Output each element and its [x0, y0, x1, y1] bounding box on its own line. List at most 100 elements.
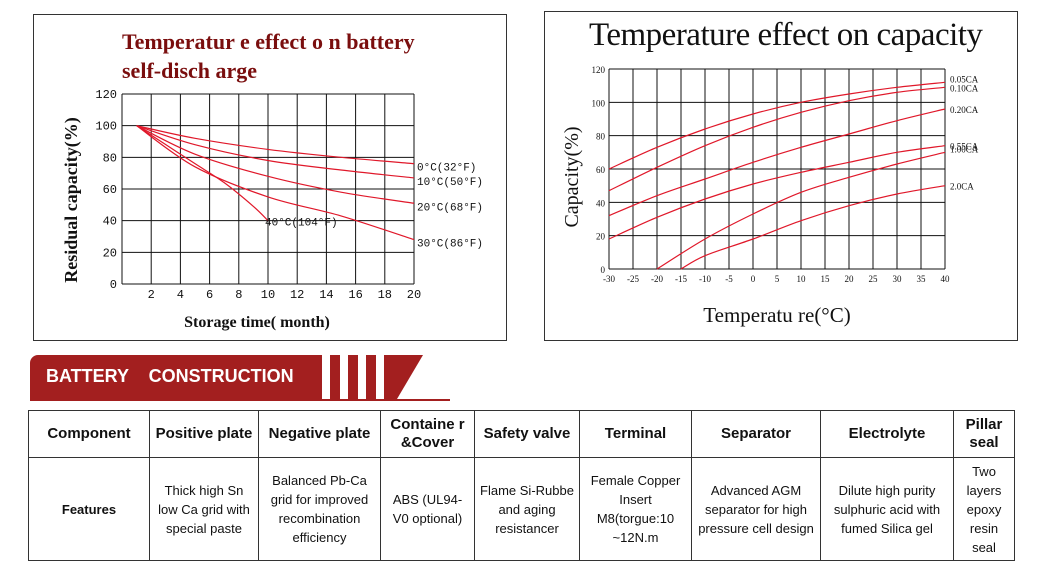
banner-triangle — [397, 355, 423, 399]
series-label: 2.0CA — [950, 182, 974, 192]
banner-stripe — [384, 355, 397, 399]
series-label: 30°C(86°F) — [417, 239, 483, 251]
self-discharge-chart-panel: Temperatur e effect o n battery self-dis… — [33, 14, 507, 341]
x-tick-label: 10 — [261, 288, 275, 302]
temperature-capacity-chart-panel: Temperature effect on capacity 0 20 40 60 80… — [544, 11, 1018, 341]
construction-table: Component Positive plate Negative plate … — [28, 410, 1015, 561]
x-tick-label: 14 — [319, 288, 333, 302]
header-pillar-seal: Pillar seal — [953, 410, 1015, 458]
battery-construction-banner: BATTERY CONSTRUCTION — [30, 355, 450, 401]
x-tick-label: 30 — [893, 274, 903, 284]
y-tick-label: 20 — [596, 232, 606, 242]
series-line — [136, 125, 415, 179]
series-label: 0.55CA — [950, 142, 979, 152]
series-label: 10°C(50°F) — [417, 177, 483, 189]
row-label-features: Features — [28, 457, 150, 561]
y-tick-label: 100 — [592, 98, 606, 108]
y-tick-label: 0 — [110, 278, 117, 292]
x-tick-label: -15 — [675, 274, 687, 284]
title-line-1: Temperatur e effect o n battery — [122, 29, 415, 54]
x-tick-label: -10 — [699, 274, 711, 284]
x-tick-label: 12 — [290, 288, 304, 302]
x-tick-label: 40 — [941, 274, 951, 284]
series-line — [136, 125, 415, 204]
series-line — [136, 125, 415, 165]
table-row: Features Thick high Sn low Ca grid with … — [28, 457, 1015, 561]
series-line — [608, 81, 946, 170]
series-label: 20°C(68°F) — [417, 202, 483, 214]
header-negative-plate: Negative plate — [258, 410, 381, 458]
self-discharge-chart-title: Temperatur e effect o n battery self-dis… — [122, 27, 415, 85]
series-line — [136, 125, 269, 222]
right-y-axis-label: Capacity(%) — [561, 126, 583, 227]
y-tick-label: 80 — [596, 132, 606, 142]
y-tick-label: 40 — [103, 215, 117, 229]
banner-underline — [30, 399, 450, 401]
header-electrolyte: Electrolyte — [820, 410, 954, 458]
cell-terminal: Female Copper Insert M8(torgue:10 ~12N.m — [579, 457, 692, 561]
table-header-row: Component Positive plate Negative plate … — [28, 410, 1015, 458]
series-label: 0°C(32°F) — [417, 163, 476, 175]
left-x-axis-label: Storage time( month) — [184, 314, 330, 331]
x-tick-label: 15 — [821, 274, 831, 284]
header-terminal: Terminal — [579, 410, 692, 458]
x-tick-label: 20 — [407, 288, 421, 302]
x-tick-label: 16 — [348, 288, 362, 302]
title-line-2: self-disch arge — [122, 58, 258, 83]
x-tick-label: 35 — [917, 274, 927, 284]
x-tick-label: 8 — [235, 288, 242, 302]
cell-container-cover: ABS (UL94-V0 optional) — [380, 457, 475, 561]
series-line — [136, 125, 415, 241]
x-tick-label: 0 — [751, 274, 756, 284]
x-tick-label: 5 — [775, 274, 780, 284]
temperature-capacity-plot: 0 20 40 60 80 100 120 -30 -25 -20 -15 -10 -5 0 5 10 15 20… — [561, 65, 979, 327]
cell-positive-plate: Thick high Sn low Ca grid with special p… — [149, 457, 259, 561]
y-tick-label: 80 — [103, 151, 117, 165]
cell-separator: Advanced AGM separator for high pressure… — [691, 457, 821, 561]
cell-safety-valve: Flame Si-Rubbe and aging resistancer — [474, 457, 580, 561]
x-tick-label: 18 — [378, 288, 392, 302]
x-tick-label: -5 — [725, 274, 733, 284]
x-tick-label: 2 — [148, 288, 155, 302]
y-tick-label: 20 — [103, 246, 117, 260]
series-label: 40°C(104°F) — [265, 218, 338, 230]
banner-bar — [30, 355, 322, 399]
banner-stripe — [348, 355, 358, 399]
series-label: 0.20CA — [950, 105, 979, 115]
series-line — [608, 86, 946, 192]
banner-stripe — [366, 355, 376, 399]
header-component: Component — [28, 410, 150, 458]
header-positive-plate: Positive plate — [149, 410, 259, 458]
series-line — [608, 145, 946, 240]
header-container-cover: Containe r &Cover — [380, 410, 475, 458]
x-tick-label: 25 — [869, 274, 879, 284]
banner-stripe — [330, 355, 340, 399]
self-discharge-plot: 0 20 40 60 80 100 120 2 4 6 8 10 12 14 16 18 20 0°C(32°F… — [61, 88, 483, 331]
y-tick-label: 120 — [592, 65, 606, 75]
x-tick-label: -30 — [603, 274, 615, 284]
right-x-axis-label: Temperatu re(°C) — [703, 303, 850, 327]
series-label: 1.00CA — [950, 144, 979, 154]
y-tick-label: 40 — [596, 198, 606, 208]
series-line — [608, 108, 946, 217]
cell-pillar-seal: Two layers epoxy resin seal — [953, 457, 1015, 561]
x-tick-label: 10 — [797, 274, 807, 284]
y-tick-label: 0 — [601, 265, 606, 275]
y-tick-label: 60 — [596, 165, 606, 175]
series-label: 0.05CA — [950, 74, 979, 84]
cell-negative-plate: Balanced Pb-Ca grid for improved recombi… — [258, 457, 381, 561]
left-y-axis-label: Residual capacity(%) — [61, 117, 82, 283]
x-tick-label: -20 — [651, 274, 663, 284]
x-tick-label: -25 — [627, 274, 639, 284]
y-tick-label: 120 — [95, 88, 117, 102]
x-tick-label: 4 — [177, 288, 184, 302]
banner-label: BATTERY CONSTRUCTION — [46, 366, 294, 386]
series-line — [656, 151, 946, 270]
x-tick-label: 6 — [206, 288, 213, 302]
y-tick-label: 100 — [95, 120, 117, 134]
header-safety-valve: Safety valve — [474, 410, 580, 458]
temperature-capacity-chart-title: Temperature effect on capacity — [589, 17, 983, 53]
x-tick-label: 20 — [845, 274, 855, 284]
header-separator: Separator — [691, 410, 821, 458]
y-tick-label: 60 — [103, 183, 117, 197]
